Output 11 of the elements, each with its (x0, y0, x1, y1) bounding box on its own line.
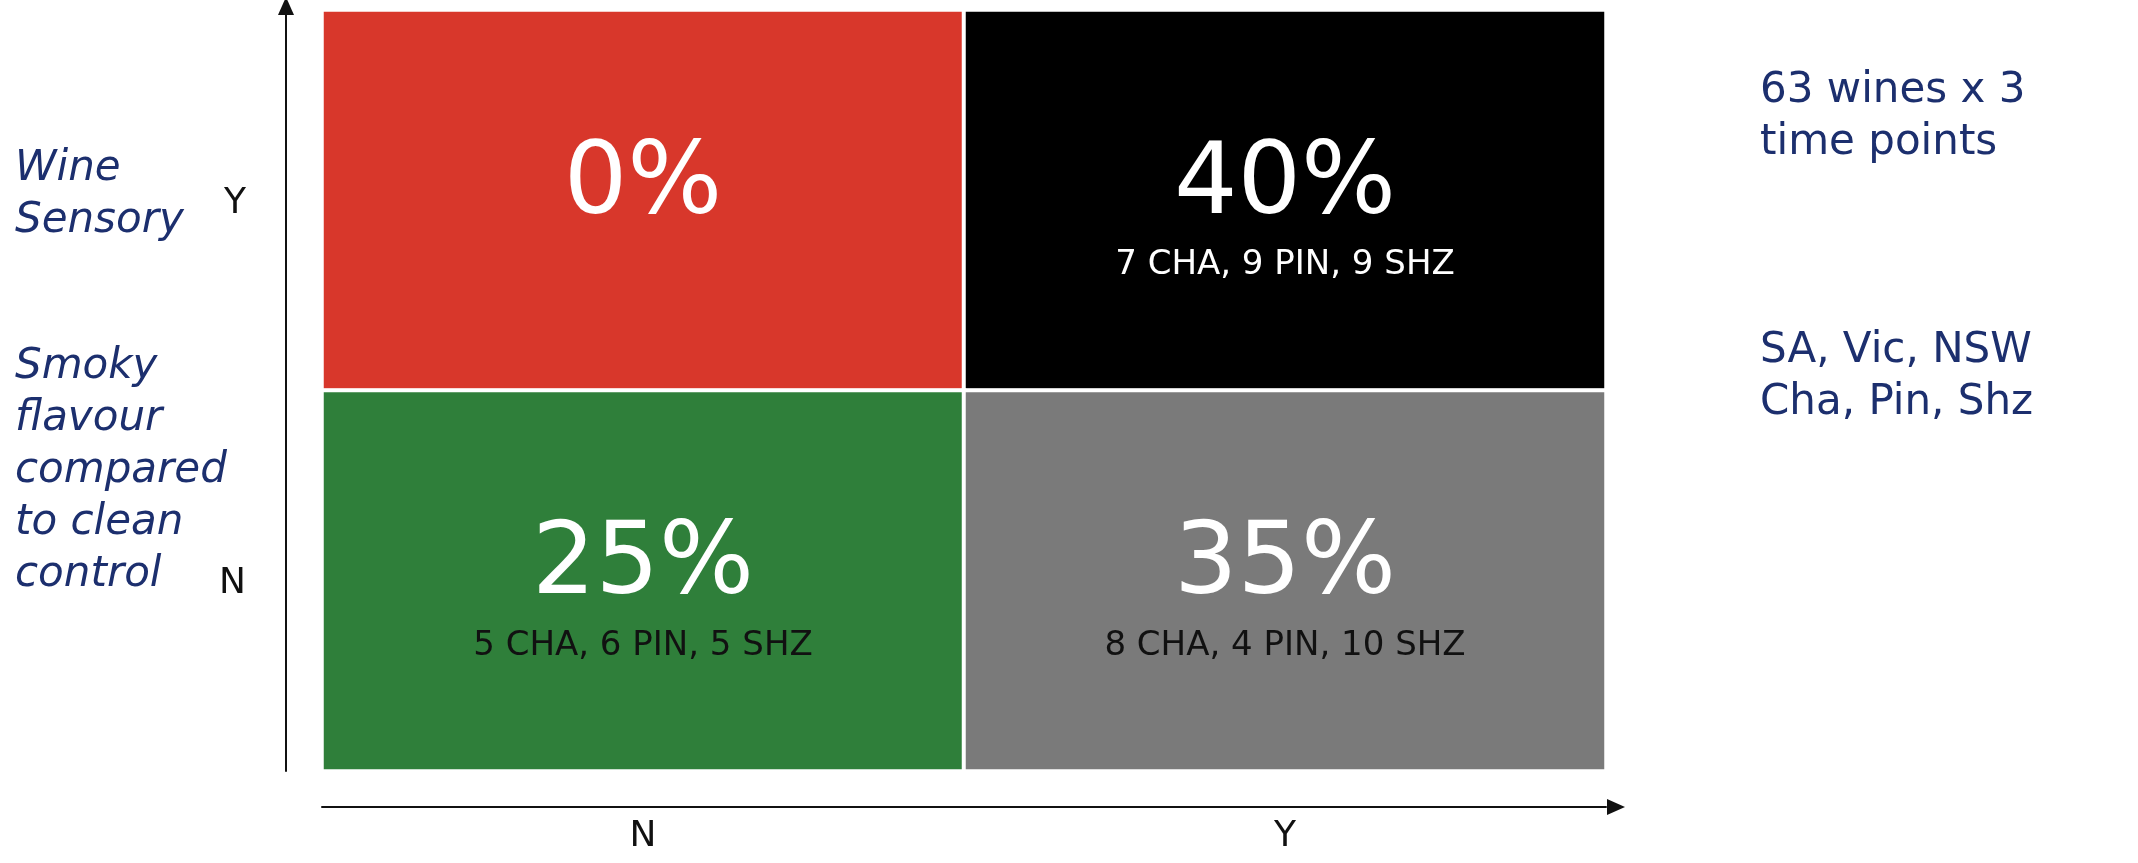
data-label: 25% (531, 500, 755, 618)
data-label: 40% (1173, 119, 1397, 237)
text: 63 wines x 3 time points (1760, 62, 2027, 166)
data-label: 0% (563, 119, 723, 237)
text: SA, Vic, NSW (1760, 322, 2033, 374)
annotation: 5 CHA, 6 PIN, 5 SHZ (473, 622, 813, 663)
annotation: 8 CHA, 4 PIN, 10 SHZ (1104, 622, 1466, 663)
annotation: 7 CHA, 9 PIN, 9 SHZ (1115, 242, 1455, 283)
y-axis-title: Wine Sensory (15, 141, 184, 242)
text: Cha, Pin, Shz (1760, 374, 2035, 426)
data-label: 35% (1173, 500, 1397, 618)
